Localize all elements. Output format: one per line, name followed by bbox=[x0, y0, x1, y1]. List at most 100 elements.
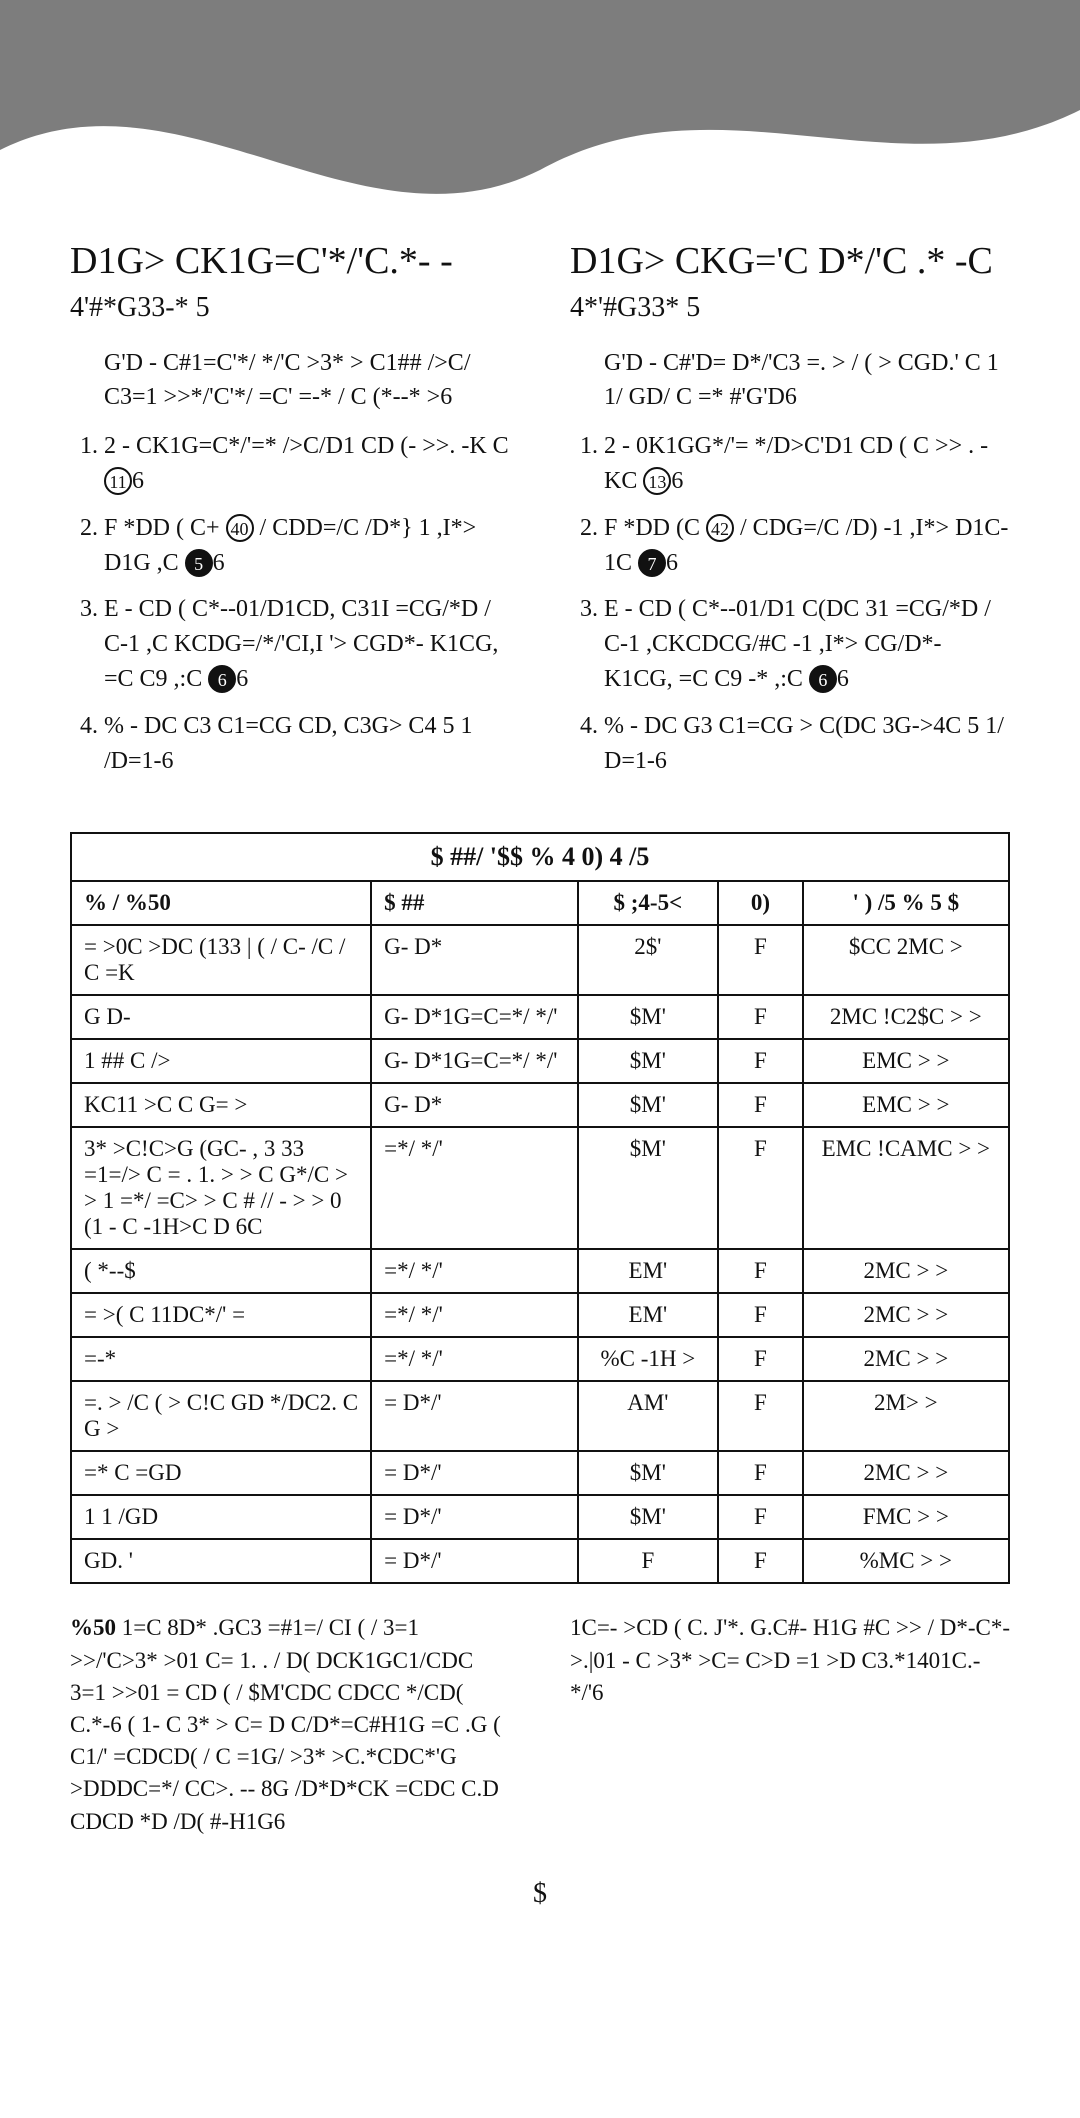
table-cell: GD. ' bbox=[71, 1539, 371, 1583]
table-cell: 2MC !C2$C > > bbox=[803, 995, 1009, 1039]
table-row: = >( C 11DC*/' ==*/ */'EM'F2MC > > bbox=[71, 1293, 1009, 1337]
table-cell: = D*/' bbox=[371, 1451, 577, 1495]
table-cell: 3* >C!C>G (GC- , 3 33 =1=/> C = . 1. > >… bbox=[71, 1127, 371, 1249]
table-cell: EMC > > bbox=[803, 1083, 1009, 1127]
decorative-header-band bbox=[0, 0, 1080, 200]
table-row: GD. '= D*/'FF%MC > > bbox=[71, 1539, 1009, 1583]
table-cell: F bbox=[718, 1337, 802, 1381]
table-cell: = D*/' bbox=[371, 1539, 577, 1583]
right-step-1: 2 - 0K1GG*/'= */D>C'D1 CD ( C >> . -KC 1… bbox=[604, 429, 1010, 499]
table-cell: F bbox=[718, 1039, 802, 1083]
right-step-2: F *DD (C 42 / CDG=/C /D) -1 ,I*> D1C-1C … bbox=[604, 511, 1010, 581]
table-cell: F bbox=[718, 1249, 802, 1293]
circled-number-solid-icon: 7 bbox=[638, 549, 666, 577]
footnote-left: %50 1=C 8D* .GC3 =#1=/ CI ( / 3=1 >>/'C>… bbox=[70, 1612, 510, 1837]
table-cell: G- D* bbox=[371, 925, 577, 995]
table-cell: 2M> > bbox=[803, 1381, 1009, 1451]
table-cell: FMC > > bbox=[803, 1495, 1009, 1539]
recipe-columns: D1G> CK1G=C'*/'C.*- - 4'#*G33-* 5 G'D - … bbox=[70, 240, 1010, 790]
table-cell: EMC !CAMC > > bbox=[803, 1127, 1009, 1249]
left-intro: G'D - C#1=C'*/ */'C >3* > C1## />C/ C3=1… bbox=[70, 346, 510, 416]
cooking-table: $ ##/ '$$ % 4 0) 4 /5% / %50$ ##$ ;4-5<0… bbox=[70, 832, 1010, 1584]
right-subhead: 4*'#G33* 5 bbox=[570, 292, 1010, 324]
left-step-2: F *DD ( C+ 40 / CDD=/C /D*} 1 ,I*> D1G ,… bbox=[104, 511, 510, 581]
table-cell: EM' bbox=[578, 1293, 719, 1337]
table-header: % / %50 bbox=[71, 881, 371, 925]
table-header: 0) bbox=[718, 881, 802, 925]
right-recipe: D1G> CKG='C D*/'C .* -C 4*'#G33* 5 G'D -… bbox=[570, 240, 1010, 790]
table-cell: 2$' bbox=[578, 925, 719, 995]
table-cell: =*/ */' bbox=[371, 1337, 577, 1381]
table-row: ( *--$=*/ */'EM'F2MC > > bbox=[71, 1249, 1009, 1293]
table-cell: 2MC > > bbox=[803, 1293, 1009, 1337]
table-header: ' ) /5 % 5 $ bbox=[803, 881, 1009, 925]
table-cell: F bbox=[718, 1293, 802, 1337]
table-cell: =*/ */' bbox=[371, 1127, 577, 1249]
table-row: KC11 >C C G= >G- D*$M'FEMC > > bbox=[71, 1083, 1009, 1127]
left-subhead: 4'#*G33-* 5 bbox=[70, 292, 510, 324]
table-cell: $M' bbox=[578, 995, 719, 1039]
table-header: $ ;4-5< bbox=[578, 881, 719, 925]
table-cell: =*/ */' bbox=[371, 1249, 577, 1293]
table-cell: EM' bbox=[578, 1249, 719, 1293]
right-title: D1G> CKG='C D*/'C .* -C bbox=[570, 240, 1010, 284]
left-step-1: 2 - CK1G=C*/'=* />C/D1 CD (- >>. -K C 11… bbox=[104, 429, 510, 499]
table-cell: G- D*1G=C=*/ */' bbox=[371, 1039, 577, 1083]
table-row: =* C =GD= D*/'$M'F2MC > > bbox=[71, 1451, 1009, 1495]
circled-number-icon: 42 bbox=[706, 514, 734, 542]
left-recipe: D1G> CK1G=C'*/'C.*- - 4'#*G33-* 5 G'D - … bbox=[70, 240, 510, 790]
page-number: $ bbox=[70, 1878, 1010, 1910]
circled-number-solid-icon: 6 bbox=[809, 665, 837, 693]
table-cell: =-* bbox=[71, 1337, 371, 1381]
table-row: 1 ## C />G- D*1G=C=*/ */'$M'FEMC > > bbox=[71, 1039, 1009, 1083]
footnotes: %50 1=C 8D* .GC3 =#1=/ CI ( / 3=1 >>/'C>… bbox=[70, 1612, 1010, 1837]
table-row: = >0C >DC (133 | ( / C- /C / C =KG- D*2$… bbox=[71, 925, 1009, 995]
table-cell: 1 ## C /> bbox=[71, 1039, 371, 1083]
table-cell: 2MC > > bbox=[803, 1249, 1009, 1293]
circled-number-icon: 40 bbox=[226, 514, 254, 542]
table-cell: F bbox=[718, 925, 802, 995]
table-cell: G- D* bbox=[371, 1083, 577, 1127]
table-cell: $M' bbox=[578, 1495, 719, 1539]
table-cell: $M' bbox=[578, 1127, 719, 1249]
table-cell: = >( C 11DC*/' = bbox=[71, 1293, 371, 1337]
table-cell: EMC > > bbox=[803, 1039, 1009, 1083]
table-cell: F bbox=[718, 1539, 802, 1583]
circled-number-icon: 11 bbox=[104, 467, 132, 495]
table-cell: F bbox=[718, 1083, 802, 1127]
left-step-3: E - CD ( C*--01/D1CD, C31I =CG/*D / C-1 … bbox=[104, 592, 510, 696]
table-cell: 1 1 /GD bbox=[71, 1495, 371, 1539]
circled-number-solid-icon: 6 bbox=[208, 665, 236, 693]
left-step-4: % - DC C3 C1=CG CD, C3G> C4 5 1 /D=1-6 bbox=[104, 709, 510, 779]
table-cell: =. > /C ( > C!C GD */DC2. C G > bbox=[71, 1381, 371, 1451]
table-cell: KC11 >C C G= > bbox=[71, 1083, 371, 1127]
table-cell: G- D*1G=C=*/ */' bbox=[371, 995, 577, 1039]
table-row: 3* >C!C>G (GC- , 3 33 =1=/> C = . 1. > >… bbox=[71, 1127, 1009, 1249]
table-cell: %MC > > bbox=[803, 1539, 1009, 1583]
table-cell: = D*/' bbox=[371, 1381, 577, 1451]
table-cell: 2MC > > bbox=[803, 1337, 1009, 1381]
right-step-4: % - DC G3 C1=CG > C(DC 3G->4C 5 1/ D=1-6 bbox=[604, 709, 1010, 779]
circled-number-icon: 13 bbox=[643, 467, 671, 495]
table-cell: F bbox=[718, 1127, 802, 1249]
table-cell: F bbox=[718, 1451, 802, 1495]
table-cell: =* C =GD bbox=[71, 1451, 371, 1495]
table-cell: AM' bbox=[578, 1381, 719, 1451]
right-step-3: E - CD ( C*--01/D1 C(DC 31 =CG/*D / C-1 … bbox=[604, 592, 1010, 696]
table-row: G D-G- D*1G=C=*/ */'$M'F2MC !C2$C > > bbox=[71, 995, 1009, 1039]
table-header: $ ## bbox=[371, 881, 577, 925]
table-row: =. > /C ( > C!C GD */DC2. C G >= D*/'AM'… bbox=[71, 1381, 1009, 1451]
table-cell: =*/ */' bbox=[371, 1293, 577, 1337]
table-cell: %C -1H > bbox=[578, 1337, 719, 1381]
table-cell: G D- bbox=[71, 995, 371, 1039]
table-cell: = D*/' bbox=[371, 1495, 577, 1539]
table-cell: F bbox=[718, 995, 802, 1039]
table-cell: $M' bbox=[578, 1083, 719, 1127]
table-title: $ ##/ '$$ % 4 0) 4 /5 bbox=[71, 833, 1009, 881]
table-cell: = >0C >DC (133 | ( / C- /C / C =K bbox=[71, 925, 371, 995]
table-cell: F bbox=[718, 1381, 802, 1451]
table-cell: 2MC > > bbox=[803, 1451, 1009, 1495]
table-cell: $M' bbox=[578, 1451, 719, 1495]
footnote-right: 1C=- >CD ( C. J'*. G.C#- H1G #C >> / D*-… bbox=[570, 1612, 1010, 1837]
right-intro: G'D - C#'D= D*/'C3 =. > / ( > CGD.' C 1 … bbox=[570, 346, 1010, 416]
